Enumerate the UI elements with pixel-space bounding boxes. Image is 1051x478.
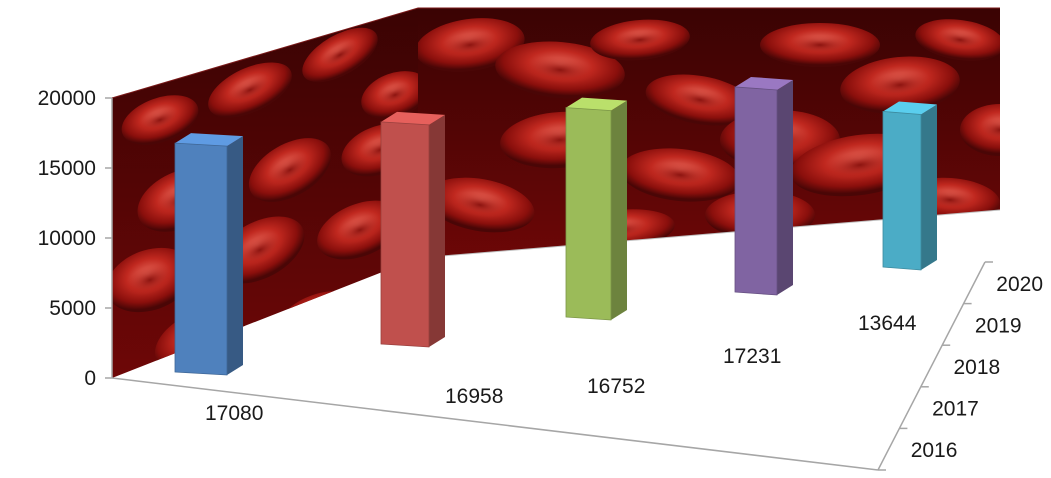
back-wall [418,8,1000,258]
bar-top-face [883,101,937,115]
bar-top-face [175,133,243,147]
blood-cell-center [126,264,174,296]
blood-cell-center [612,30,668,50]
y-tick-label: 0 [84,367,96,390]
front-floor-edge [111,377,879,471]
bar-top-face [381,111,445,125]
bar-front-face [174,142,228,376]
blood-cell-center [978,118,1000,142]
bar-top-face [566,97,627,111]
blood-cell-center [235,233,285,267]
category-label: 2016 [911,439,958,462]
blood-cell-center [267,154,313,186]
blood-cell-center [227,76,273,104]
blood-cell-center [139,108,181,132]
bar-front-face [734,86,778,296]
bar-2018 [565,97,627,321]
data-label-2018: 16752 [587,375,645,398]
data-labels: 17080 16958 16752 17231 13644 [205,312,917,425]
bar-side-face [921,104,937,270]
bar-front-face [380,121,430,348]
bar-side-face [429,114,445,348]
category-label: 2018 [954,356,1001,379]
data-label-2016: 17080 [205,402,263,425]
blood-cell-center [787,35,853,55]
blood-cell-center [296,306,344,334]
bar-2016 [174,133,243,376]
y-tick-label: 5000 [49,297,96,320]
blood-cell-center [670,88,730,112]
bar-2017 [380,111,445,348]
blood-cell-center [821,150,899,180]
bars [174,76,937,376]
blood-cell-center [647,162,713,188]
axes: 0 5000 10000 15000 20000 2016 2017 2018 2019 202… [38,87,1043,471]
blood-cell-center [524,57,596,83]
blood-cell-center [336,215,384,245]
data-label-2017: 16958 [445,385,503,408]
blood-cell-center [867,72,933,98]
data-label-2019: 17231 [723,345,781,368]
bar-side-face [611,100,627,320]
bar-front-face [882,111,922,271]
blood-cell-center [440,32,500,58]
y-tick-label: 15000 [38,157,96,180]
bar-side-face [227,136,243,375]
category-label: 2017 [932,398,979,421]
blood-cell-center [935,30,985,50]
y-tick-label: 20000 [38,87,96,110]
data-label-2020: 13644 [858,312,917,335]
bar-top-face [735,76,793,90]
bar-2020 [882,101,937,271]
category-label: 2019 [975,314,1022,337]
blood-cell-center [319,41,361,69]
depth-axis-line [877,261,986,471]
blood-cell [960,104,1000,156]
bar-side-face [777,79,793,295]
blood-cell-center [376,83,414,107]
bar-2019 [734,76,793,296]
blood-cell-center [450,192,510,218]
bar-front-face [565,107,612,321]
y-tick-label: 10000 [38,227,96,250]
category-label: 2020 [996,273,1043,296]
